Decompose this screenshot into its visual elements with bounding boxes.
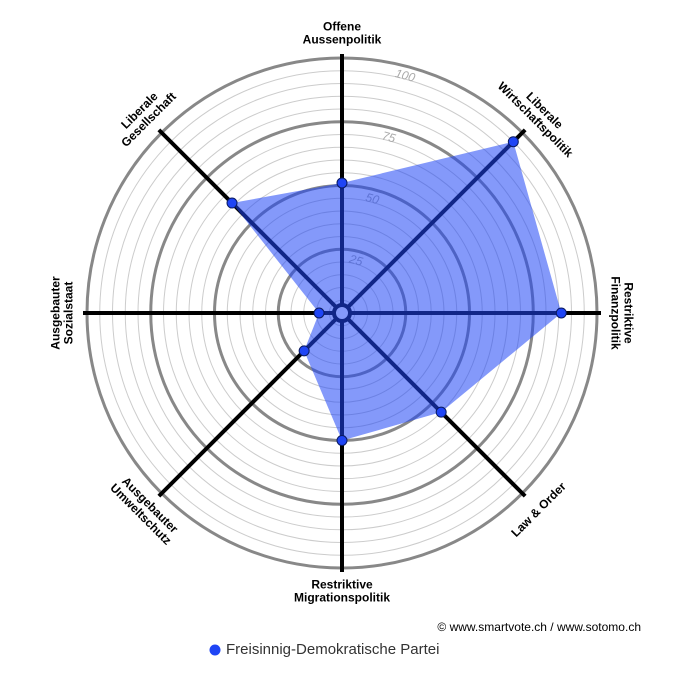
category-line: Finanzpolitik <box>608 276 622 350</box>
category-line: Offene <box>323 20 361 34</box>
data-point <box>336 435 348 446</box>
category-label: RestriktiveFinanzpolitik <box>608 276 635 350</box>
r-tick-label: 75 <box>381 129 398 146</box>
series-area <box>232 141 562 441</box>
data-point <box>298 345 310 357</box>
category-line: Restriktive <box>311 578 373 592</box>
category-line: Aussenpolitik <box>303 33 382 47</box>
category-line: Sozialstaat <box>62 282 76 345</box>
category-label: AusgebauterSozialstaat <box>49 276 76 350</box>
legend-marker <box>209 644 221 656</box>
data-point <box>435 406 447 418</box>
data-point <box>555 307 567 319</box>
category-line: Migrationspolitik <box>294 591 390 605</box>
category-line: Restriktive <box>621 282 635 344</box>
data-point <box>313 307 325 319</box>
legend-label: Freisinnig-Demokratische Partei <box>226 641 439 658</box>
category-line: Ausgebauter <box>49 276 63 350</box>
data-point <box>226 197 238 209</box>
category-label: Restriktive Migrationspolitik <box>294 578 390 605</box>
data-point <box>336 177 348 189</box>
category-label: Offene Aussenpolitik <box>303 20 382 47</box>
data-point <box>507 136 519 148</box>
r-tick-label: 100 <box>394 66 417 85</box>
credit: © www.smartvote.ch / www.sotomo.ch <box>437 620 641 634</box>
